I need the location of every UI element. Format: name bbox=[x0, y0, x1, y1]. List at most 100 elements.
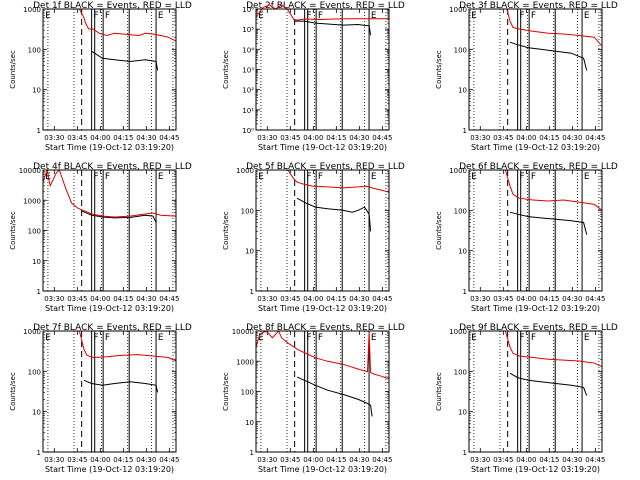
y-tick-label: 10⁵ bbox=[242, 26, 254, 34]
segment-letter: E bbox=[371, 11, 377, 21]
segment-letter: F bbox=[318, 333, 323, 343]
segment-letter: F bbox=[306, 172, 311, 182]
x-tick-label: 03:30 bbox=[44, 134, 64, 142]
x-tick-label: 04:45 bbox=[159, 456, 179, 464]
y-tick-label: 10 bbox=[245, 248, 254, 256]
series-line-events bbox=[80, 210, 157, 224]
y-tick-label: 10 bbox=[32, 409, 41, 417]
y-axis-label: Counts/sec bbox=[222, 211, 230, 250]
panel-title: Det 9f BLACK = Events, RED = LLD bbox=[459, 323, 618, 333]
y-tick-label: 10⁴ bbox=[242, 46, 254, 54]
y-tick-label: 10 bbox=[458, 87, 467, 95]
series-line-events bbox=[91, 50, 159, 71]
segment-letter: E bbox=[371, 172, 377, 182]
y-axis-label: Counts/sec bbox=[435, 372, 443, 411]
panel-title: Det 7f BLACK = Events, RED = LLD bbox=[33, 323, 192, 333]
x-tick-label: 04:30 bbox=[562, 456, 582, 464]
segment-letter: E bbox=[584, 11, 590, 21]
segment-letter: E bbox=[471, 333, 477, 343]
y-tick-label: 1 bbox=[37, 449, 41, 457]
segment-letter: F bbox=[306, 11, 311, 21]
y-tick-label: 1000 bbox=[23, 6, 41, 14]
segment-letter: F bbox=[105, 11, 110, 21]
x-tick-label: 03:30 bbox=[470, 134, 490, 142]
y-tick-label: 10³ bbox=[242, 67, 254, 75]
x-tick-label: 04:15 bbox=[113, 134, 133, 142]
segment-letter: E bbox=[584, 333, 590, 343]
y-tick-label: 1000 bbox=[449, 167, 467, 175]
segment-letter: F bbox=[519, 11, 524, 21]
y-tick-label: 1 bbox=[37, 127, 41, 135]
y-tick-label: 100 bbox=[28, 228, 41, 236]
y-tick-label: 10 bbox=[458, 409, 467, 417]
segment-letter: E bbox=[471, 11, 477, 21]
x-tick-label: 04:30 bbox=[136, 456, 156, 464]
y-tick-label: 10⁰ bbox=[242, 127, 254, 135]
y-tick-label: 100 bbox=[454, 46, 467, 54]
y-tick-label: 1 bbox=[463, 449, 467, 457]
y-tick-label: 1 bbox=[37, 288, 41, 296]
x-tick-label: 04:00 bbox=[516, 134, 536, 142]
x-tick-label: 03:45 bbox=[280, 134, 300, 142]
segment-letter: F bbox=[531, 172, 536, 182]
x-tick-label: 04:15 bbox=[539, 295, 559, 303]
detector-panel-2: Det 2f BLACK = Events, RED = LLD Counts/s… bbox=[222, 1, 405, 152]
y-tick-label: 10000 bbox=[19, 167, 41, 175]
series-line-lld bbox=[78, 330, 177, 362]
segment-letter: E bbox=[258, 333, 264, 343]
y-tick-label: 10⁶ bbox=[242, 6, 254, 14]
y-tick-label: 1000 bbox=[449, 328, 467, 336]
x-tick-label: 04:15 bbox=[539, 134, 559, 142]
x-tick-label: 04:30 bbox=[562, 295, 582, 303]
y-axis-label: Counts/sec bbox=[9, 50, 17, 89]
plot-frame bbox=[255, 8, 390, 131]
y-tick-label: 10 bbox=[245, 419, 254, 427]
y-axis-label: Counts/sec bbox=[9, 211, 17, 250]
x-tick-label: 04:45 bbox=[159, 134, 179, 142]
x-tick-label: 03:30 bbox=[257, 134, 277, 142]
segment-letter: F bbox=[531, 11, 536, 21]
plot-frame bbox=[468, 169, 603, 292]
series-line-lld bbox=[78, 8, 177, 42]
x-tick-label: 03:45 bbox=[280, 295, 300, 303]
y-axis-label: Counts/sec bbox=[435, 50, 443, 89]
series-line-events bbox=[509, 41, 588, 71]
y-tick-label: 10 bbox=[32, 87, 41, 95]
segment-letter: F bbox=[519, 333, 524, 343]
x-tick-label: 04:45 bbox=[372, 456, 392, 464]
x-tick-label: 04:00 bbox=[90, 456, 110, 464]
segment-letter: E bbox=[371, 333, 377, 343]
x-tick-label: 04:45 bbox=[585, 134, 605, 142]
y-tick-label: 1000 bbox=[236, 358, 254, 366]
panel-title: Det 2f BLACK = Events, RED = LLD bbox=[246, 1, 405, 11]
x-axis-label: Start Time (19-Oct-12 03:19:20) bbox=[258, 304, 387, 313]
segment-letter: E bbox=[258, 11, 264, 21]
detector-panel-8: Det 8f BLACK = Events, RED = LLD Counts/s… bbox=[222, 323, 405, 474]
x-tick-label: 04:30 bbox=[562, 134, 582, 142]
detector-panel-1: Det 1f BLACK = Events, RED = LLD Counts/s… bbox=[9, 1, 192, 152]
x-tick-label: 03:30 bbox=[257, 295, 277, 303]
detector-panel-7: Det 7f BLACK = Events, RED = LLD Counts/s… bbox=[9, 323, 192, 474]
x-axis-label: Start Time (19-Oct-12 03:19:20) bbox=[45, 304, 174, 313]
x-tick-label: 04:15 bbox=[539, 456, 559, 464]
x-tick-label: 03:45 bbox=[493, 134, 513, 142]
plot-frame bbox=[42, 169, 177, 292]
segment-letter: F bbox=[519, 172, 524, 182]
x-tick-label: 03:45 bbox=[493, 295, 513, 303]
x-axis-label: Start Time (19-Oct-12 03:19:20) bbox=[471, 143, 600, 152]
plot-frame bbox=[468, 8, 603, 131]
y-tick-label: 1 bbox=[463, 127, 467, 135]
segment-letter: E bbox=[584, 172, 590, 182]
detector-panel-9: Det 9f BLACK = Events, RED = LLD Counts/s… bbox=[435, 323, 618, 474]
series-line-events bbox=[293, 20, 372, 36]
y-tick-label: 1 bbox=[250, 449, 254, 457]
series-line-events bbox=[509, 211, 588, 235]
segment-letter: F bbox=[93, 11, 98, 21]
plot-frame bbox=[42, 330, 177, 453]
x-tick-label: 04:00 bbox=[303, 134, 323, 142]
segment-letter: E bbox=[258, 172, 264, 182]
y-tick-label: 1000 bbox=[23, 197, 41, 205]
x-axis-label: Start Time (19-Oct-12 03:19:20) bbox=[45, 465, 174, 474]
panel-title: Det 4f BLACK = Events, RED = LLD bbox=[33, 162, 192, 172]
x-tick-label: 03:30 bbox=[470, 295, 490, 303]
